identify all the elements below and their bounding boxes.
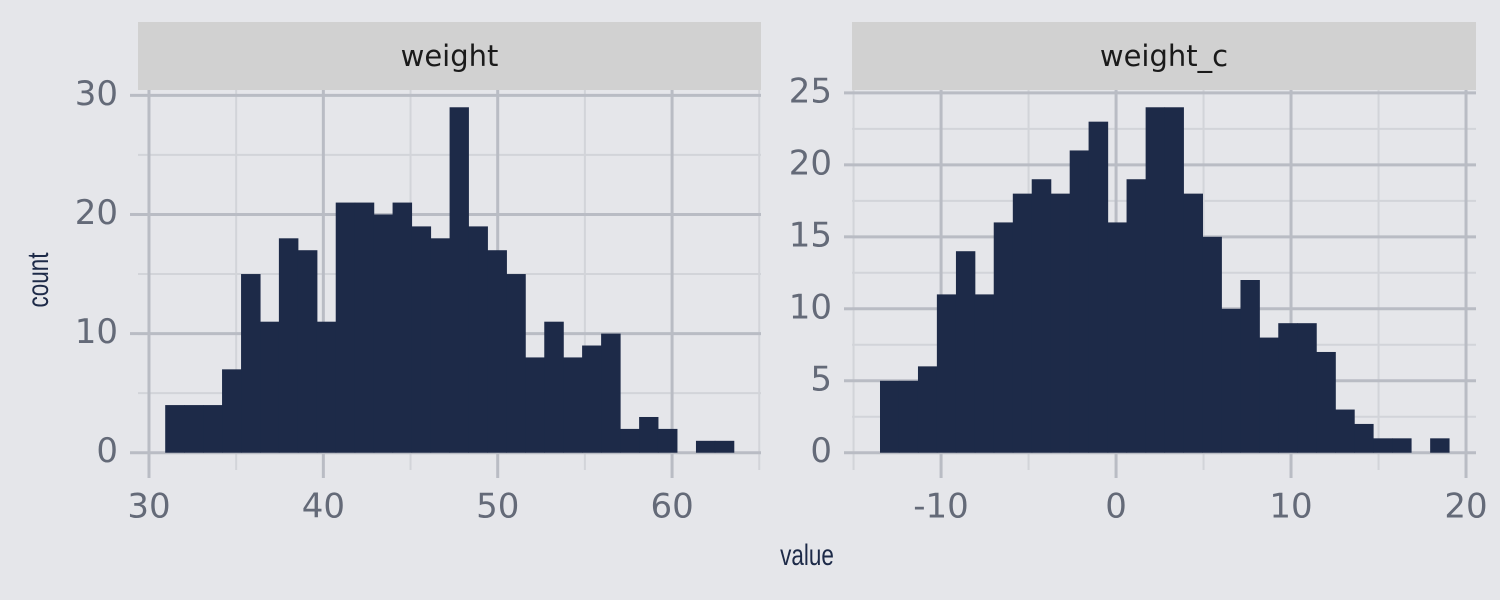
y-tick-label: 10 xyxy=(75,312,118,352)
bar xyxy=(1316,351,1336,453)
bar xyxy=(392,202,413,453)
bar xyxy=(1354,423,1374,453)
x-axis-title: value xyxy=(780,538,834,572)
strip xyxy=(138,22,761,90)
bar xyxy=(165,405,185,453)
bar xyxy=(974,294,995,453)
bar xyxy=(468,226,488,453)
bar xyxy=(487,250,507,453)
bar xyxy=(411,226,432,453)
y-tick-label: 20 xyxy=(75,193,118,233)
bar xyxy=(1050,193,1071,453)
bar xyxy=(1107,222,1128,453)
bar xyxy=(544,321,564,453)
strip-label: weight xyxy=(401,39,499,73)
y-tick-label: 10 xyxy=(789,287,832,327)
bar xyxy=(1221,308,1241,453)
bar xyxy=(525,357,545,453)
bar xyxy=(1430,438,1450,453)
x-tick-label: 50 xyxy=(476,487,519,527)
y-tick-label: 0 xyxy=(810,431,832,471)
x-tick-label: 40 xyxy=(302,487,345,527)
bar xyxy=(936,294,957,453)
bar xyxy=(1126,179,1147,453)
bar xyxy=(955,251,976,453)
bar xyxy=(601,333,621,453)
bar xyxy=(1202,236,1222,453)
bar xyxy=(1088,121,1109,453)
bar xyxy=(1031,179,1052,453)
bar xyxy=(241,274,261,453)
bar xyxy=(316,321,337,453)
bar xyxy=(695,440,716,453)
bar xyxy=(639,416,659,453)
bar xyxy=(222,369,242,453)
y-tick-label: 30 xyxy=(75,74,118,114)
bar xyxy=(335,202,356,453)
bar xyxy=(1278,323,1298,453)
bar xyxy=(563,357,583,453)
bar xyxy=(1259,337,1279,453)
bar xyxy=(582,345,602,453)
bar xyxy=(714,440,735,453)
bar xyxy=(1373,438,1393,453)
bar xyxy=(260,321,280,453)
bar xyxy=(993,222,1014,453)
bar xyxy=(1012,193,1033,453)
strip-label: weight_c xyxy=(1100,39,1228,73)
bar xyxy=(1297,323,1317,453)
bar xyxy=(1392,438,1412,453)
bar xyxy=(297,250,318,453)
y-axis-title: count xyxy=(21,252,55,308)
bar xyxy=(278,238,299,453)
bar xyxy=(917,366,938,453)
y-tick-label: 0 xyxy=(96,431,118,471)
bar xyxy=(898,380,919,453)
bar xyxy=(1145,107,1166,453)
bar xyxy=(620,428,640,453)
y-tick-label: 5 xyxy=(810,359,832,399)
x-tick-label: 0 xyxy=(1105,487,1127,527)
strip xyxy=(852,22,1476,90)
x-tick-label: 10 xyxy=(1269,487,1312,527)
bar xyxy=(1335,409,1355,453)
bar xyxy=(430,238,451,453)
bar xyxy=(354,202,375,453)
bar xyxy=(449,107,469,453)
bar xyxy=(1069,150,1090,453)
bar xyxy=(506,274,526,453)
y-tick-label: 20 xyxy=(789,143,832,183)
bar xyxy=(879,380,900,453)
bar xyxy=(657,428,678,453)
bar xyxy=(184,405,204,453)
y-tick-label: 15 xyxy=(789,215,832,255)
x-tick-label: -10 xyxy=(913,487,969,527)
x-tick-label: 60 xyxy=(650,487,693,527)
bar xyxy=(1164,107,1184,453)
bar xyxy=(373,214,394,453)
x-tick-label: 30 xyxy=(127,487,170,527)
y-tick-label: 25 xyxy=(789,71,832,111)
bar xyxy=(203,405,223,453)
bar xyxy=(1240,280,1260,453)
x-tick-label: 20 xyxy=(1444,487,1487,527)
bar xyxy=(1183,193,1203,453)
